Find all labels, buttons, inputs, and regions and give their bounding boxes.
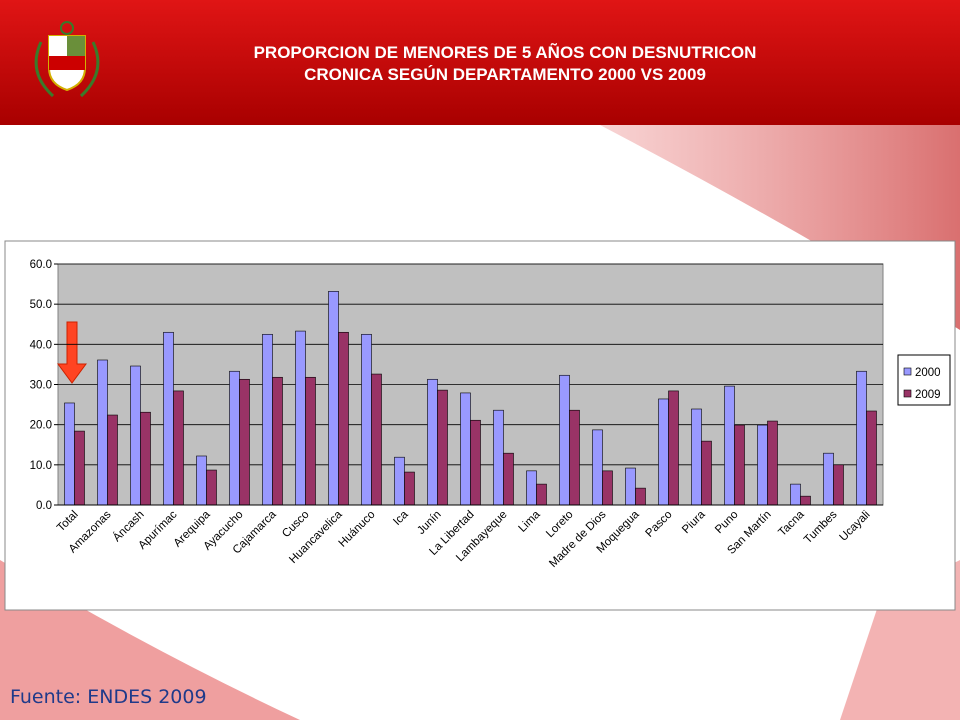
- bar: [295, 330, 306, 506]
- bar: [470, 419, 481, 506]
- bar: [569, 409, 580, 506]
- bar: [833, 464, 844, 506]
- bar: [767, 420, 778, 506]
- legend-label: 2009: [915, 389, 941, 401]
- bar: [206, 469, 217, 506]
- y-tick-label: 50.0: [30, 299, 52, 311]
- bar: [97, 359, 108, 506]
- bar: [196, 455, 207, 506]
- bar: [668, 390, 679, 506]
- y-tick-label: 40.0: [30, 339, 52, 351]
- bar: [724, 385, 735, 506]
- bar: [394, 456, 405, 506]
- bar: [526, 470, 537, 506]
- y-tick-label: 20.0: [30, 420, 52, 432]
- bar: [361, 333, 372, 506]
- bar: [823, 452, 834, 506]
- bar: [691, 408, 702, 506]
- y-tick-label: 0.0: [36, 500, 52, 512]
- bar: [163, 331, 174, 506]
- bar: [658, 398, 669, 506]
- bar: [602, 470, 613, 506]
- bar: [107, 414, 118, 506]
- bar: [460, 392, 471, 506]
- bar: [790, 483, 801, 506]
- bar: [856, 370, 867, 506]
- bar: [272, 376, 283, 506]
- bar: [404, 471, 415, 506]
- arrow: [57, 321, 87, 384]
- logo: [34, 21, 100, 98]
- bar: [328, 291, 339, 506]
- bar: [592, 429, 603, 506]
- bar: [800, 495, 811, 506]
- bar: [239, 378, 250, 506]
- bar: [338, 331, 349, 506]
- bar: [625, 467, 636, 506]
- bar: [74, 430, 85, 506]
- bar: [503, 452, 514, 506]
- bar: [437, 389, 448, 506]
- bar: [371, 373, 382, 506]
- bar: [262, 333, 273, 506]
- bar: [734, 424, 745, 506]
- chart-title: PROPORCION DE MENORES DE 5 AÑOS CON DESN…: [253, 43, 757, 84]
- bar: [173, 390, 184, 506]
- bar: [866, 410, 877, 506]
- y-tick-label: 30.0: [30, 380, 52, 392]
- source-note: Fuente: ENDES 2009: [10, 686, 207, 708]
- bar: [229, 370, 240, 506]
- legend-swatch: [903, 367, 912, 376]
- bar: [559, 374, 570, 506]
- bar: [493, 409, 504, 506]
- y-tick-label: 10.0: [30, 460, 52, 472]
- bar: [757, 424, 768, 506]
- y-tick-label: 60.0: [30, 259, 52, 271]
- legend-label: 2000: [915, 367, 941, 379]
- bar: [130, 365, 141, 506]
- bar: [701, 440, 712, 506]
- bar: [536, 483, 547, 506]
- bar: [427, 378, 438, 506]
- bar: [64, 402, 75, 506]
- bar: [635, 487, 646, 506]
- bar: [305, 376, 316, 506]
- bar: [140, 411, 151, 506]
- legend-swatch: [903, 389, 912, 398]
